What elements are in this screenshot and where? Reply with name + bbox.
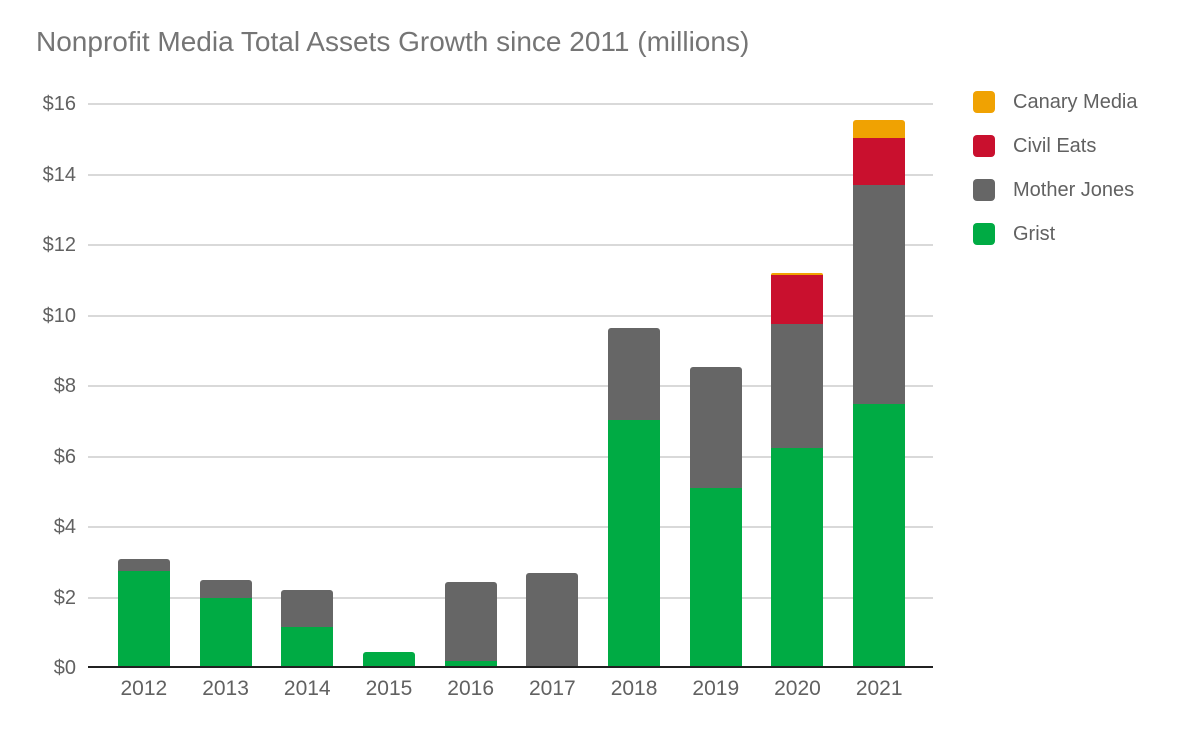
bar-2015 [362, 652, 415, 668]
x-axis-label-2018: 2018 [610, 677, 658, 700]
gridline-8 [88, 385, 933, 387]
bar-slot-2012: 2012 [103, 104, 185, 700]
bar-segment-grist-2013[interactable] [199, 597, 252, 668]
y-axis: $16 $14 $12 $10 $8 $6 $4 $2 $0 [0, 93, 76, 679]
bar-slot-2013: 2013 [185, 104, 267, 700]
bar-segment-mother-jones-2018[interactable] [608, 327, 661, 420]
bar-segment-grist-2016[interactable] [444, 660, 497, 668]
y-axis-label-0: $0 [53, 657, 76, 679]
bar-segment-grist-2018[interactable] [608, 419, 661, 668]
bar-2021 [853, 119, 906, 668]
bar-slot-2016: 2016 [430, 104, 512, 700]
bar-segment-grist-2015[interactable] [362, 652, 415, 668]
bar-2014 [281, 590, 334, 668]
legend-item-civil-eats: Civil Eats [973, 135, 1138, 157]
y-axis-label-6: $6 [53, 445, 76, 468]
bar-2016 [444, 581, 497, 668]
bar-segment-mother-jones-2016[interactable] [444, 581, 497, 661]
gridline-2 [88, 596, 933, 599]
bar-segment-grist-2014[interactable] [281, 627, 334, 668]
gridline-14 [88, 173, 933, 176]
x-axis-label-2013: 2013 [202, 677, 249, 700]
x-axis-label-2014: 2014 [283, 677, 331, 700]
bar-segment-mother-jones-2017[interactable] [526, 572, 579, 667]
y-axis-label-2: $2 [53, 586, 76, 609]
chart-title: Nonprofit Media Total Assets Growth sinc… [36, 26, 750, 57]
legend-swatch-mother-jones [973, 179, 995, 201]
legend-item-grist: Grist [973, 223, 1138, 245]
x-axis-label-2017: 2017 [529, 677, 576, 700]
x-axis-label-2015: 2015 [365, 677, 413, 700]
bar-segment-grist-2012[interactable] [117, 571, 170, 668]
gridline-12 [88, 244, 933, 246]
y-axis-label-14: $14 [42, 163, 76, 186]
legend-swatch-grist [973, 223, 995, 245]
bar-segment-mother-jones-2012[interactable] [117, 558, 170, 572]
bar-segment-mother-jones-2014[interactable] [281, 590, 334, 628]
bar-segment-mother-jones-2021[interactable] [853, 185, 906, 404]
gridline-4 [88, 526, 933, 528]
bar-segment-mother-jones-2013[interactable] [199, 579, 252, 598]
bar-slot-2019: 2019 [675, 104, 757, 700]
x-axis-label-2016: 2016 [447, 677, 495, 700]
y-axis-label-10: $10 [42, 304, 76, 327]
bar-2020 [771, 273, 824, 668]
legend-label-mother-jones: Mother Jones [1013, 178, 1135, 201]
bar-2018 [608, 327, 661, 668]
bar-slot-2015: 2015 [348, 104, 430, 700]
bar-segment-mother-jones-2019[interactable] [689, 366, 742, 489]
bar-2017 [526, 572, 579, 668]
bar-segment-mother-jones-2020[interactable] [771, 324, 824, 448]
legend-label-civil-eats: Civil Eats [1013, 134, 1097, 157]
y-axis-label-4: $4 [53, 516, 76, 538]
legend-label-grist: Grist [1013, 222, 1056, 245]
plot-area: 2012 2013 2014 2015 2016 2017 2018 2019 2020 2021 [88, 103, 933, 700]
bar-segment-grist-2019[interactable] [689, 488, 742, 668]
bar-2012 [117, 558, 170, 668]
bar-slot-2014: 2014 [266, 104, 348, 700]
x-axis-label-2019: 2019 [692, 677, 740, 700]
y-axis-label-12: $12 [42, 234, 76, 256]
bar-segment-civil-eats-2021[interactable] [853, 137, 906, 186]
x-axis-line [88, 666, 933, 668]
legend-swatch-civil-eats [973, 135, 995, 157]
x-axis-label-2012: 2012 [120, 677, 168, 700]
bar-slots: 2012 2013 2014 2015 2016 2017 2018 2019 2020 2021 [88, 104, 933, 700]
legend-swatch-canary-media [973, 91, 995, 113]
x-axis-label-2021: 2021 [855, 677, 903, 700]
bar-slot-2018: 2018 [593, 104, 675, 700]
bar-slot-2017: 2017 [512, 104, 594, 700]
x-axis-label-2020: 2020 [774, 677, 821, 700]
bar-segment-civil-eats-2020[interactable] [771, 274, 824, 325]
y-axis-label-16: $16 [42, 93, 76, 115]
bar-2013 [199, 579, 252, 668]
y-axis-label-8: $8 [53, 375, 76, 397]
legend-item-canary-media: Canary Media [973, 91, 1138, 113]
bar-slot-2021: 2021 [838, 104, 920, 700]
bar-2019 [689, 366, 742, 668]
gridline-6 [88, 455, 933, 458]
bar-segment-canary-media-2021[interactable] [853, 119, 906, 138]
gridline-16 [88, 103, 933, 105]
gridline-10 [88, 314, 933, 317]
legend: Canary Media Civil Eats Mother Jones Grist [973, 91, 1138, 267]
bar-segment-canary-media-2020[interactable] [771, 273, 824, 275]
legend-label-canary-media: Canary Media [1013, 90, 1138, 113]
bar-segment-grist-2021[interactable] [853, 403, 906, 668]
legend-item-mother-jones: Mother Jones [973, 179, 1138, 201]
bar-slot-2020: 2020 [757, 104, 839, 700]
bar-segment-grist-2020[interactable] [771, 447, 824, 668]
